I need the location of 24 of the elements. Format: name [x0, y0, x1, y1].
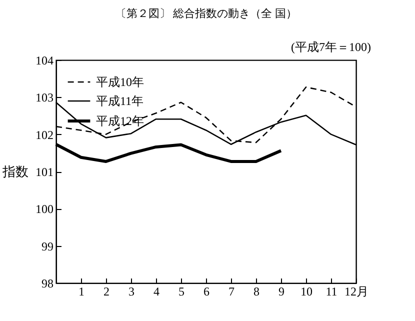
x-tick-label: 11: [326, 284, 338, 298]
y-axis-title: 指数: [2, 164, 28, 179]
chart-title: 〔第２図〕 総合指数の動き（全 国）: [115, 7, 297, 20]
x-tick-label: 3: [128, 284, 134, 298]
y-tick-label: 102: [36, 128, 54, 142]
x-tick-label: 4: [154, 284, 160, 298]
x-tick-label: 10: [300, 284, 312, 298]
y-tick-label: 103: [36, 90, 54, 105]
y-tick-label: 98: [42, 276, 54, 290]
x-tick-label: 9: [278, 284, 284, 298]
y-tick-label: 99: [42, 239, 54, 254]
text: (平成7年＝100): [291, 40, 371, 54]
x-tick-label: 6: [204, 284, 210, 298]
x-tick-label: 2: [104, 284, 110, 298]
x-tick-label: 12月: [344, 284, 368, 298]
x-tick-label: 7: [228, 284, 234, 298]
x-tick-label: 1: [78, 284, 84, 298]
y-tick-label: 100: [36, 202, 54, 216]
y-tick-label: 101: [36, 165, 54, 179]
x-tick-label: 5: [178, 284, 184, 298]
x-tick-label: 8: [254, 284, 260, 298]
y-tick-label: 104: [36, 54, 54, 68]
legend-label: 平成11年: [96, 94, 144, 108]
legend-label: 平成10年: [96, 75, 144, 89]
